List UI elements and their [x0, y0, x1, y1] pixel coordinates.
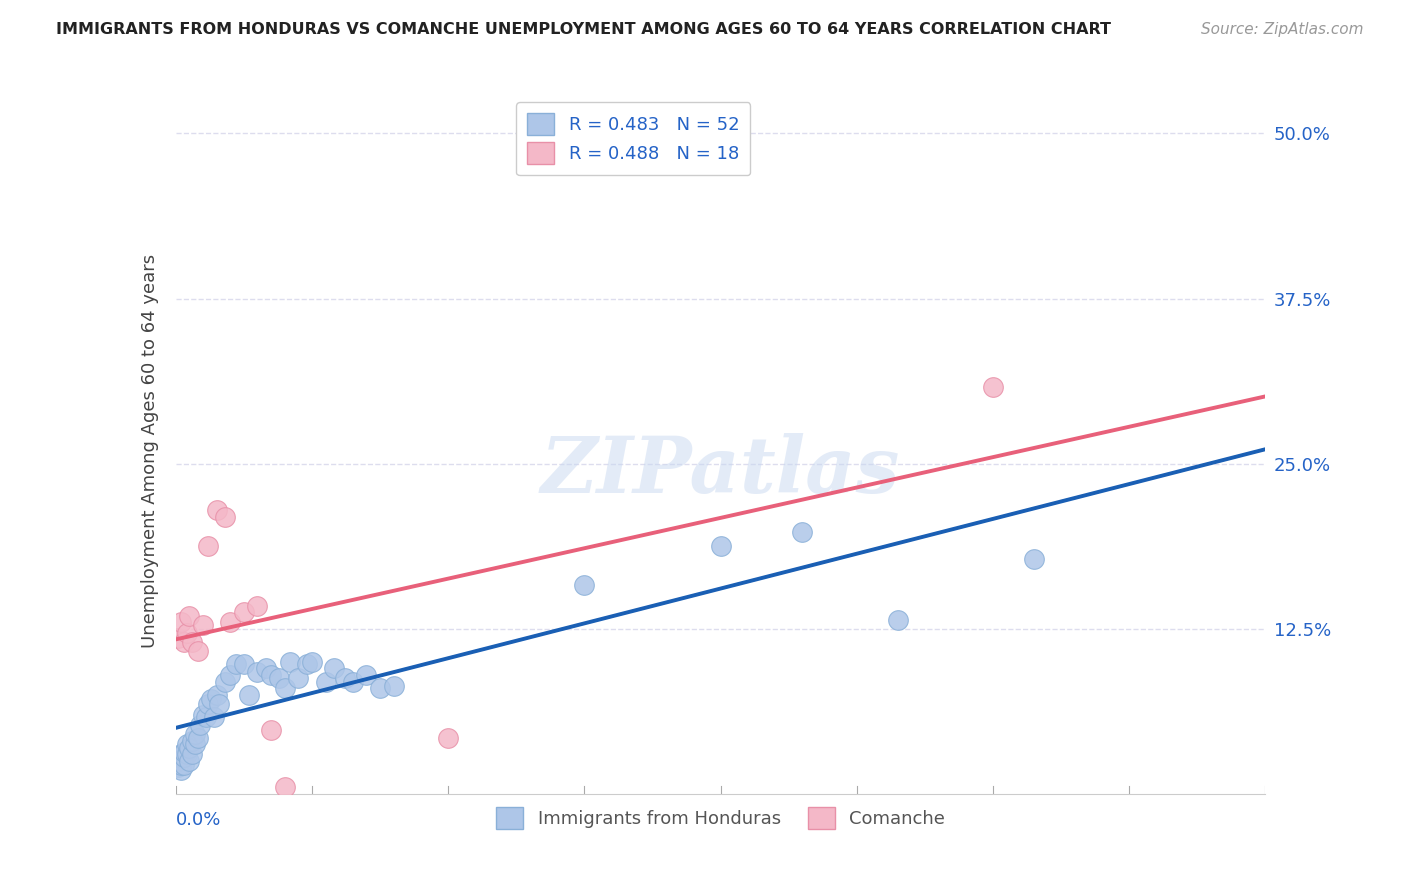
Point — [295, 657, 318, 672]
Point — [382, 679, 405, 693]
Point — [205, 688, 228, 702]
Point — [188, 718, 211, 732]
Point — [322, 661, 344, 675]
Point — [191, 617, 214, 632]
Text: ZIPatlas: ZIPatlas — [541, 433, 900, 509]
Point — [181, 635, 204, 649]
Point — [170, 747, 193, 762]
Point — [274, 780, 297, 795]
Point — [170, 615, 193, 630]
Point — [167, 750, 190, 764]
Point — [179, 740, 201, 755]
Point — [238, 688, 260, 702]
Point — [333, 671, 356, 685]
Point — [194, 710, 217, 724]
Point — [208, 697, 231, 711]
Point — [274, 681, 297, 696]
Point — [219, 615, 242, 630]
Point — [167, 760, 190, 774]
Point — [278, 655, 301, 669]
Text: 0.0%: 0.0% — [176, 811, 221, 829]
Point — [179, 608, 201, 623]
Point — [356, 668, 378, 682]
Point — [173, 635, 195, 649]
Point — [260, 668, 283, 682]
Point — [202, 710, 225, 724]
Point — [176, 625, 198, 640]
Point — [205, 503, 228, 517]
Point — [181, 734, 204, 748]
Legend: Immigrants from Honduras, Comanche: Immigrants from Honduras, Comanche — [489, 800, 952, 837]
Point — [167, 754, 190, 768]
Point — [1022, 551, 1045, 566]
Text: IMMIGRANTS FROM HONDURAS VS COMANCHE UNEMPLOYMENT AMONG AGES 60 TO 64 YEARS CORR: IMMIGRANTS FROM HONDURAS VS COMANCHE UNE… — [56, 22, 1111, 37]
Point — [246, 599, 269, 614]
Point — [886, 613, 908, 627]
Point — [184, 727, 207, 741]
Text: Source: ZipAtlas.com: Source: ZipAtlas.com — [1201, 22, 1364, 37]
Point — [792, 525, 814, 540]
Point — [176, 737, 198, 751]
Point — [287, 671, 309, 685]
Point — [176, 747, 198, 762]
Point — [197, 697, 219, 711]
Point — [225, 657, 247, 672]
Point — [981, 380, 1004, 394]
Y-axis label: Unemployment Among Ages 60 to 64 years: Unemployment Among Ages 60 to 64 years — [141, 253, 159, 648]
Point — [191, 707, 214, 722]
Point — [246, 665, 269, 680]
Point — [269, 671, 291, 685]
Point — [167, 631, 190, 645]
Point — [200, 691, 222, 706]
Point — [184, 737, 207, 751]
Point — [710, 539, 733, 553]
Point — [186, 644, 209, 658]
Point — [173, 750, 195, 764]
Point — [170, 763, 193, 777]
Point — [173, 757, 195, 772]
Point — [301, 655, 323, 669]
Point — [214, 509, 236, 524]
Point — [574, 578, 596, 592]
Point — [214, 674, 236, 689]
Point — [254, 661, 277, 675]
Point — [232, 657, 254, 672]
Point — [342, 674, 364, 689]
Point — [315, 674, 337, 689]
Point — [197, 539, 219, 553]
Point — [437, 731, 460, 746]
Point — [368, 681, 391, 696]
Point — [232, 605, 254, 619]
Point — [173, 745, 195, 759]
Point — [181, 747, 204, 762]
Point — [186, 731, 209, 746]
Point — [219, 668, 242, 682]
Point — [260, 723, 283, 738]
Point — [170, 757, 193, 772]
Point — [179, 754, 201, 768]
